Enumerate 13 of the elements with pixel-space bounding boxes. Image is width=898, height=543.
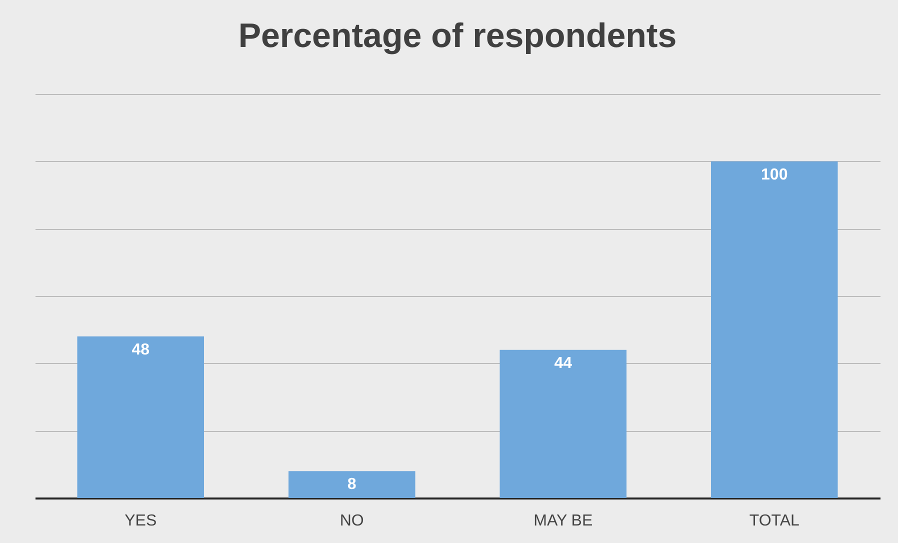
data-label: 48 (132, 341, 150, 358)
x-tick-label: TOTAL (749, 512, 800, 530)
bar (711, 161, 838, 498)
x-tick-label: NO (340, 512, 364, 530)
data-label: 44 (554, 354, 572, 372)
x-tick-label: YES (124, 512, 157, 530)
data-label: 8 (347, 476, 356, 494)
data-label: 100 (761, 166, 788, 184)
bar (500, 350, 626, 498)
bar (77, 336, 204, 498)
chart-title: Percentage of respondents (238, 17, 677, 55)
bar (288, 471, 416, 498)
x-tick-label: MAY BE (534, 512, 593, 530)
